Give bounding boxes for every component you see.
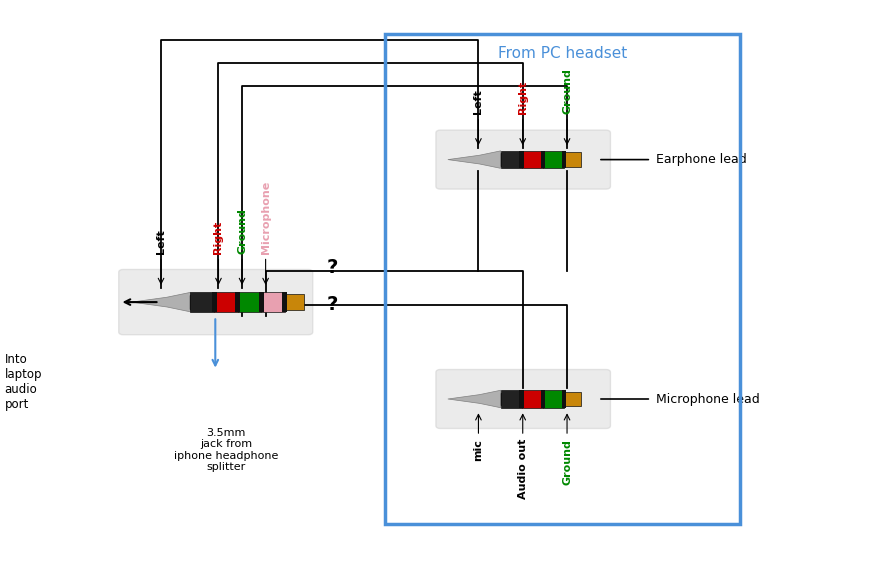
Bar	[562, 151, 566, 168]
Bar	[501, 151, 522, 168]
Bar	[519, 151, 524, 168]
Bar	[540, 151, 545, 168]
FancyBboxPatch shape	[436, 130, 610, 189]
Bar	[501, 393, 511, 405]
Bar	[563, 392, 580, 406]
Polygon shape	[447, 390, 501, 408]
Text: Microphone: Microphone	[260, 180, 270, 254]
Text: Ground: Ground	[562, 68, 572, 114]
Text: ?: ?	[327, 295, 338, 315]
FancyBboxPatch shape	[436, 369, 610, 429]
Bar	[261, 292, 284, 312]
Text: Ground: Ground	[562, 439, 572, 484]
Text: 3.5mm
jack from
iphone headphone
splitter: 3.5mm jack from iphone headphone splitte…	[174, 428, 278, 473]
Bar	[562, 390, 566, 408]
Bar	[522, 390, 543, 408]
Text: Ground: Ground	[237, 208, 247, 254]
Bar	[501, 153, 511, 166]
Text: Right: Right	[214, 221, 223, 254]
Bar	[214, 292, 237, 312]
Bar	[283, 292, 287, 312]
Bar	[501, 390, 522, 408]
FancyBboxPatch shape	[119, 270, 313, 335]
Bar	[190, 292, 214, 312]
Bar	[543, 151, 563, 168]
Polygon shape	[447, 151, 501, 168]
Text: Into
laptop
audio
port: Into laptop audio port	[4, 353, 42, 411]
Text: Earphone lead: Earphone lead	[656, 153, 746, 166]
Text: Left: Left	[156, 229, 166, 254]
Text: Right: Right	[517, 81, 528, 114]
Text: ?: ?	[327, 258, 338, 278]
Bar	[284, 294, 304, 311]
Text: Audio out: Audio out	[517, 439, 528, 499]
Bar	[519, 390, 524, 408]
Bar	[190, 295, 202, 309]
Bar	[563, 152, 580, 167]
Text: mic: mic	[473, 439, 484, 461]
Bar	[540, 390, 545, 408]
Bar	[543, 390, 563, 408]
Text: From PC headset: From PC headset	[498, 46, 627, 60]
Text: Left: Left	[473, 89, 484, 114]
Bar	[522, 151, 543, 168]
Polygon shape	[131, 292, 190, 312]
Bar	[235, 292, 240, 312]
Bar	[259, 292, 264, 312]
Bar	[237, 292, 261, 312]
Bar	[212, 292, 216, 312]
Text: Microphone lead: Microphone lead	[656, 393, 759, 405]
